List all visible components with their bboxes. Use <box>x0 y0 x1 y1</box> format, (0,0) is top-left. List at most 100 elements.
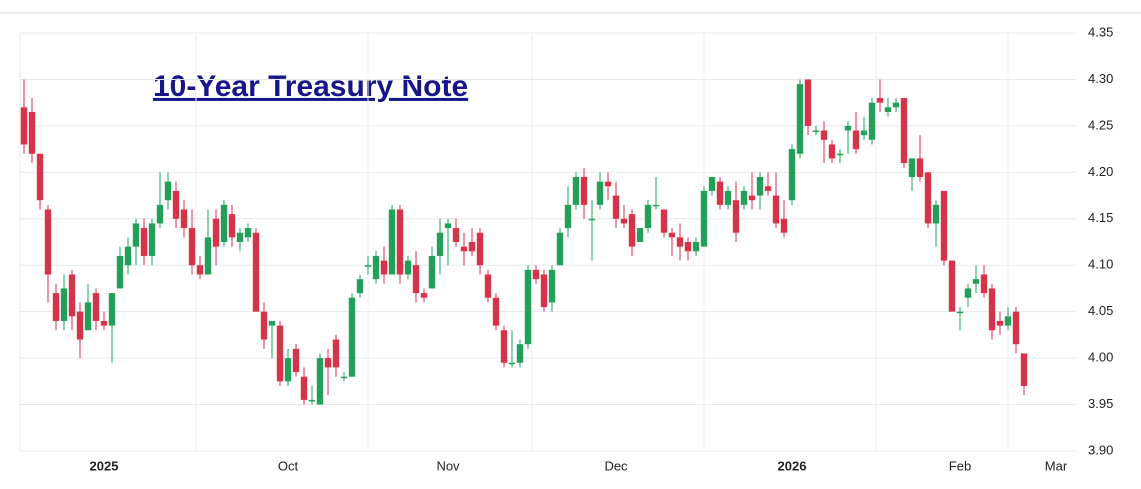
candle-body <box>380 260 388 275</box>
chart-title: 10-Year Treasury Note <box>153 70 468 103</box>
candle-body <box>132 223 140 247</box>
candle-body <box>852 130 860 150</box>
candle-body <box>412 265 420 294</box>
candle-body <box>316 358 324 405</box>
candle-body <box>260 311 268 340</box>
candle-body <box>580 176 588 205</box>
candle-body <box>780 218 788 233</box>
candle-body <box>756 176 764 196</box>
candle-body <box>796 84 804 154</box>
y-tick-label: 4.00 <box>1088 350 1113 365</box>
candle-body <box>204 237 212 275</box>
candle-body <box>220 204 228 242</box>
candle-body <box>924 172 932 224</box>
candle-body <box>996 320 1004 326</box>
candle-body <box>876 98 884 103</box>
candle-body <box>84 302 92 331</box>
candle-body <box>540 274 548 308</box>
candle-body <box>708 176 716 191</box>
candle-body <box>988 288 996 331</box>
candle-body <box>276 325 284 382</box>
x-tick-label: Dec <box>604 458 628 473</box>
candle-body <box>444 223 452 229</box>
candle-body <box>892 102 900 108</box>
candle-body <box>804 79 812 126</box>
candle-body <box>252 232 260 312</box>
candle-body <box>972 279 980 284</box>
candle-body <box>284 358 292 382</box>
candle-body <box>772 195 780 224</box>
candle-body <box>348 297 356 377</box>
candle-body <box>940 190 948 261</box>
candle-body <box>20 107 28 145</box>
candle-body <box>644 204 652 229</box>
candle-body <box>1020 353 1028 386</box>
candle-body <box>36 153 44 201</box>
candle-body <box>572 176 580 205</box>
candle-body <box>620 218 628 224</box>
candle-body <box>236 232 244 242</box>
y-tick-label: 3.90 <box>1088 442 1113 457</box>
candle-body <box>588 218 596 221</box>
candle-body <box>820 130 828 140</box>
x-tick-label: Feb <box>949 458 971 473</box>
candle-body <box>524 269 532 345</box>
candle-body <box>564 204 572 229</box>
candle-body <box>332 339 340 368</box>
candle-body <box>908 158 916 177</box>
candle-body <box>116 255 124 289</box>
candle-body <box>812 130 820 133</box>
candle-body <box>828 144 836 159</box>
candle-body <box>228 214 236 238</box>
candle-body <box>324 358 332 368</box>
candle-body <box>388 209 396 275</box>
candle-body <box>652 204 660 207</box>
x-tick-label: Nov <box>436 458 460 473</box>
candle-body <box>1004 316 1012 326</box>
candle-body <box>836 153 844 156</box>
candle-body <box>716 181 724 205</box>
candle-body <box>748 195 756 201</box>
candle-body <box>884 107 892 112</box>
candle-body <box>956 311 964 314</box>
candle-body <box>596 181 604 205</box>
candle-body <box>556 232 564 266</box>
candle-body <box>932 204 940 224</box>
candle-body <box>468 242 476 252</box>
candle-body <box>460 246 468 252</box>
candle-body <box>452 228 460 242</box>
candle-body <box>692 242 700 252</box>
candle-body <box>188 228 196 266</box>
candle-body <box>60 288 68 321</box>
candle-body <box>764 186 772 191</box>
candle-body <box>1012 311 1020 345</box>
candle-body <box>684 242 692 252</box>
x-tick-label: 2026 <box>778 458 807 473</box>
candle-body <box>604 181 612 187</box>
candle-body <box>612 195 620 219</box>
candle-body <box>100 320 108 326</box>
candle-body <box>980 274 988 294</box>
candle-body <box>180 209 188 229</box>
candle-body <box>484 274 492 298</box>
candle-body <box>436 232 444 256</box>
candle-body <box>724 190 732 205</box>
candle-body <box>44 209 52 275</box>
y-tick-label: 4.10 <box>1088 257 1113 272</box>
candle-body <box>900 98 908 164</box>
candle-body <box>404 260 412 275</box>
candle-body <box>68 274 76 317</box>
y-tick-label: 4.35 <box>1088 24 1113 39</box>
candle-body <box>636 228 644 242</box>
candle-body <box>516 344 524 363</box>
candle-body <box>340 376 348 379</box>
candle-body <box>212 218 220 247</box>
candle-body <box>196 265 204 275</box>
x-tick-label: 2025 <box>90 458 119 473</box>
y-tick-label: 3.95 <box>1088 396 1113 411</box>
candle-body <box>732 200 740 233</box>
y-tick-label: 4.15 <box>1088 210 1113 225</box>
candle-body <box>372 255 380 280</box>
candle-body <box>244 228 252 238</box>
